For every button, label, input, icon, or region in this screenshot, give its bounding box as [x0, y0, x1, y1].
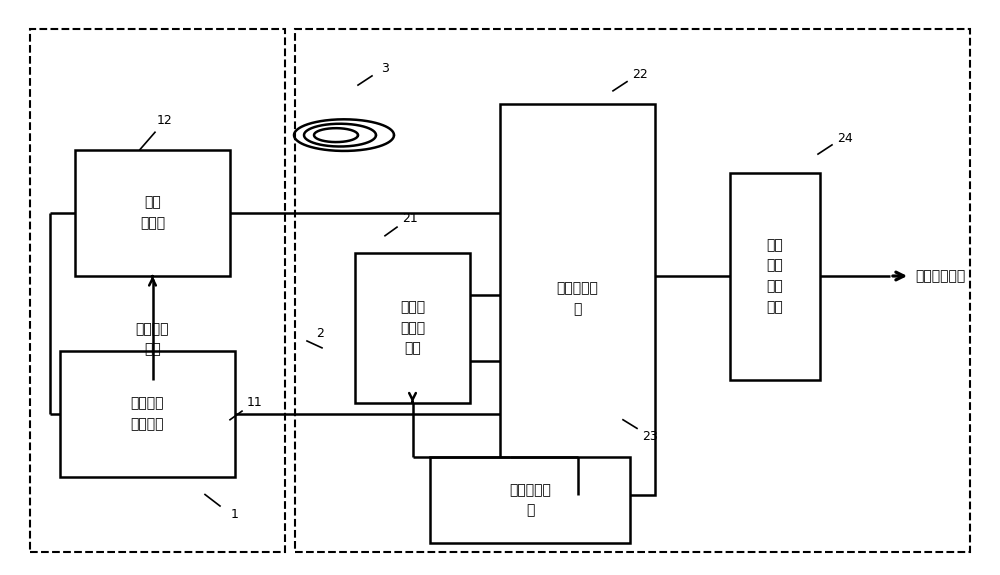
Text: 1: 1	[231, 508, 239, 521]
Bar	[355, 253, 470, 402]
Text: 24: 24	[837, 132, 853, 144]
Text: 11: 11	[247, 396, 263, 409]
Bar	[500, 104, 655, 494]
Text: 21: 21	[402, 212, 418, 225]
Text: 相干接收模
块: 相干接收模 块	[557, 282, 598, 316]
Bar	[30, 29, 285, 552]
Text: 3: 3	[381, 63, 389, 75]
Bar	[730, 172, 820, 380]
Text: 相位
调制器: 相位 调制器	[140, 196, 165, 230]
Text: 数字
信号
处理
单元: 数字 信号 处理 单元	[767, 238, 783, 314]
Bar	[430, 457, 630, 543]
Text: 23: 23	[642, 431, 658, 443]
Text: 第二窄
线宽激
光器: 第二窄 线宽激 光器	[400, 300, 425, 355]
Text: 输出射频信号: 输出射频信号	[915, 269, 965, 283]
Text: 输入射频
信号: 输入射频 信号	[136, 322, 169, 356]
Text: 第一窄线
宽激光器: 第一窄线 宽激光器	[131, 397, 164, 431]
Text: 12: 12	[157, 114, 173, 127]
Text: 2: 2	[316, 327, 324, 340]
Text: 锁相控制模
块: 锁相控制模 块	[509, 483, 551, 518]
Text: 22: 22	[632, 68, 648, 81]
Bar	[295, 29, 970, 552]
Bar	[60, 351, 235, 477]
Bar	[75, 150, 230, 276]
